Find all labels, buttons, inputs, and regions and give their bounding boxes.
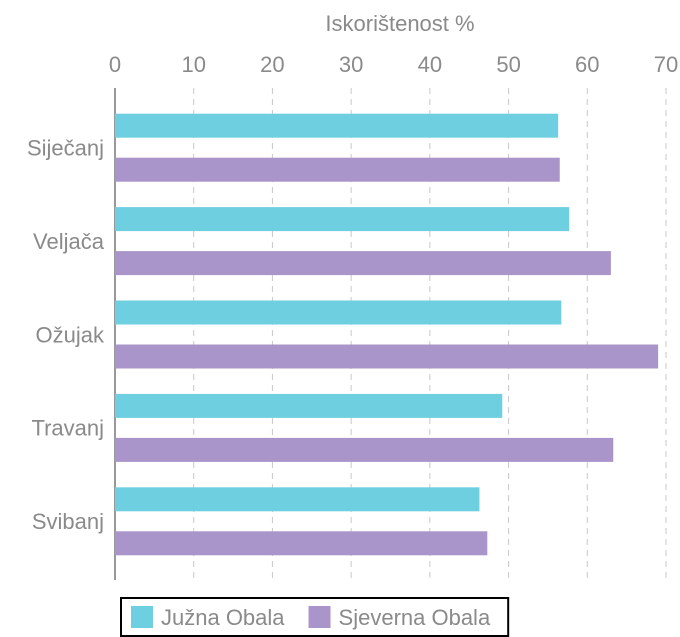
y-tick-label: Veljača [33,229,105,254]
x-tick-label: 20 [260,52,284,77]
legend-label: Sjeverna Obala [339,605,491,630]
x-tick-label: 60 [575,52,599,77]
bar [115,393,503,418]
bar [115,251,611,276]
x-tick-label: 50 [496,52,520,77]
x-tick-label: 0 [109,52,121,77]
legend-label: Južna Obala [161,605,285,630]
x-axis-label: Iskorištenost % [325,11,474,36]
y-tick-label: Ožujak [36,322,105,347]
bar [115,344,659,369]
legend: Južna Obala Sjeverna Obala [120,597,510,637]
bar [115,487,480,512]
y-tick-label: Siječanj [27,136,104,161]
x-tick-label: 40 [418,52,442,77]
y-tick-label: Svibanj [32,509,104,534]
legend-swatch [131,606,153,628]
legend-swatch [308,606,331,628]
bar [115,300,562,325]
x-tick-label: 70 [654,52,678,77]
x-tick-label: 30 [339,52,363,77]
bar [115,531,488,556]
x-tick-label: 10 [181,52,205,77]
bar [115,157,560,182]
bar [115,207,570,232]
y-tick-label: Travanj [31,416,104,441]
bar [115,113,559,138]
bar [115,437,614,462]
